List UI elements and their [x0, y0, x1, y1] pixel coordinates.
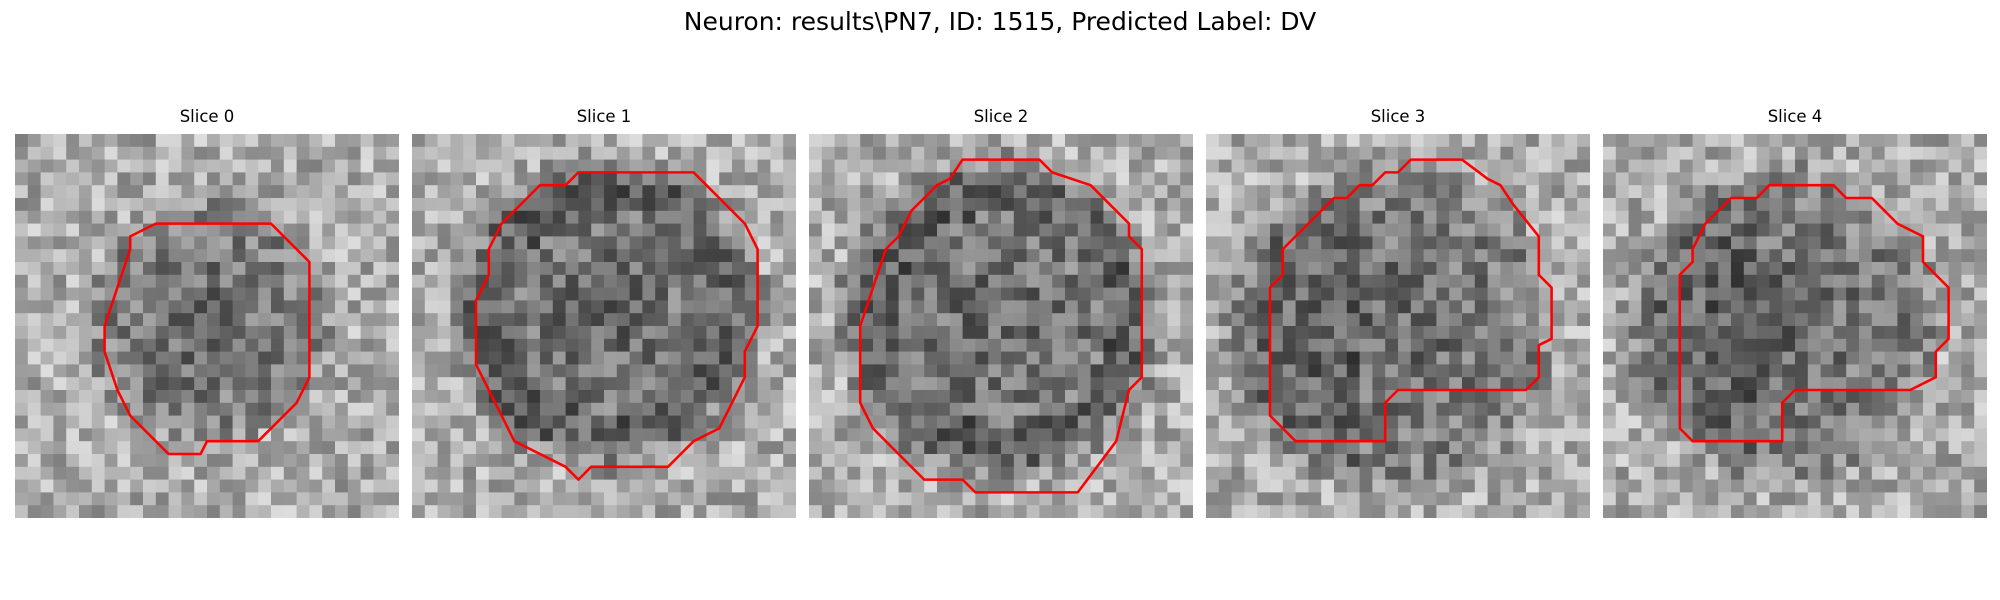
slice-image — [1603, 134, 1987, 518]
cell-contour — [858, 158, 1144, 494]
slice-pixels — [1603, 134, 1987, 518]
slice-title: Slice 2 — [973, 107, 1029, 126]
slice-image — [412, 134, 796, 518]
slice-image — [1206, 134, 1590, 518]
slice-pixels — [15, 134, 399, 518]
slice-pixels — [809, 134, 1193, 518]
cell-contour — [474, 171, 759, 481]
slice-image — [809, 134, 1193, 518]
slice-title: Slice 4 — [1767, 107, 1823, 126]
cell-contour — [1678, 183, 1950, 443]
slice-title: Slice 1 — [576, 107, 632, 126]
cell-contour — [103, 222, 311, 456]
cell-contour — [1268, 158, 1553, 443]
figure-title: Neuron: results\PN7, ID: 1515, Predicted… — [683, 7, 1317, 36]
slice-title: Slice 3 — [1370, 107, 1426, 126]
slice-pixels — [412, 134, 796, 518]
slice-image — [15, 134, 399, 518]
slice-title: Slice 0 — [179, 107, 235, 126]
slice-pixels — [1206, 134, 1590, 518]
